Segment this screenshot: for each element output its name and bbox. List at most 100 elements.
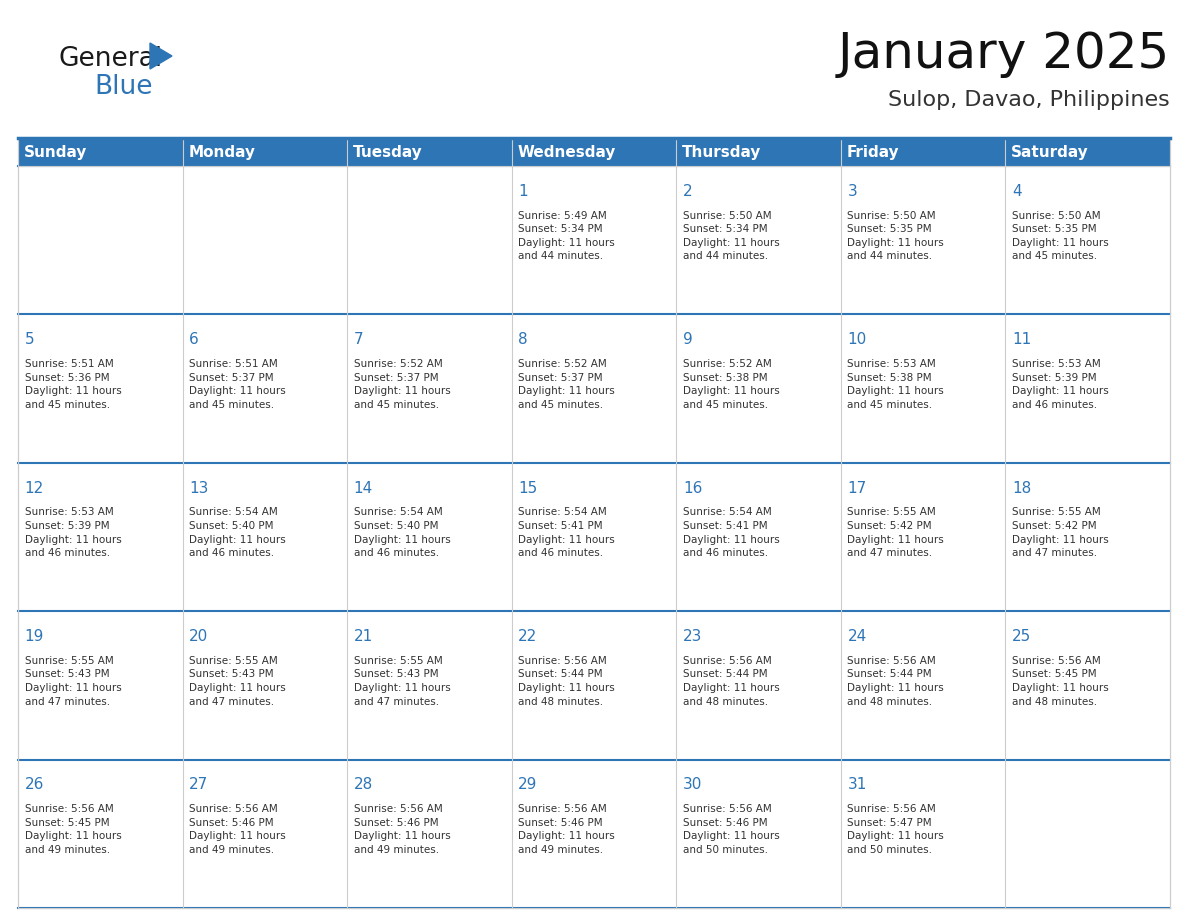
Bar — [512, 166, 676, 314]
Text: Sunrise: 5:49 AM
Sunset: 5:34 PM
Daylight: 11 hours
and 44 minutes.: Sunrise: 5:49 AM Sunset: 5:34 PM Dayligh… — [518, 210, 615, 262]
Bar — [1005, 611, 1170, 759]
Text: Tuesday: Tuesday — [353, 144, 423, 160]
Text: 7: 7 — [354, 332, 364, 347]
Bar — [676, 166, 841, 314]
Text: 20: 20 — [189, 629, 208, 644]
Text: Sunrise: 5:56 AM
Sunset: 5:46 PM
Daylight: 11 hours
and 49 minutes.: Sunrise: 5:56 AM Sunset: 5:46 PM Dayligh… — [354, 804, 450, 855]
Text: 10: 10 — [847, 332, 867, 347]
Text: 8: 8 — [518, 332, 527, 347]
Text: Sunrise: 5:56 AM
Sunset: 5:46 PM
Daylight: 11 hours
and 49 minutes.: Sunrise: 5:56 AM Sunset: 5:46 PM Dayligh… — [189, 804, 286, 855]
Bar — [676, 463, 841, 611]
Text: Wednesday: Wednesday — [518, 144, 615, 160]
Bar — [347, 463, 512, 611]
Text: Sunrise: 5:50 AM
Sunset: 5:35 PM
Daylight: 11 hours
and 44 minutes.: Sunrise: 5:50 AM Sunset: 5:35 PM Dayligh… — [847, 210, 944, 262]
Bar — [347, 611, 512, 759]
Text: 5: 5 — [25, 332, 34, 347]
Bar — [676, 314, 841, 463]
Bar — [18, 611, 183, 759]
Text: Sunrise: 5:53 AM
Sunset: 5:39 PM
Daylight: 11 hours
and 46 minutes.: Sunrise: 5:53 AM Sunset: 5:39 PM Dayligh… — [25, 508, 121, 558]
Bar — [512, 314, 676, 463]
Text: Sunrise: 5:56 AM
Sunset: 5:45 PM
Daylight: 11 hours
and 49 minutes.: Sunrise: 5:56 AM Sunset: 5:45 PM Dayligh… — [25, 804, 121, 855]
Text: Blue: Blue — [94, 74, 152, 100]
Text: Sunrise: 5:51 AM
Sunset: 5:37 PM
Daylight: 11 hours
and 45 minutes.: Sunrise: 5:51 AM Sunset: 5:37 PM Dayligh… — [189, 359, 286, 409]
Text: Sunrise: 5:56 AM
Sunset: 5:46 PM
Daylight: 11 hours
and 50 minutes.: Sunrise: 5:56 AM Sunset: 5:46 PM Dayligh… — [683, 804, 779, 855]
Polygon shape — [150, 43, 172, 69]
Bar — [18, 314, 183, 463]
Bar — [347, 759, 512, 908]
Text: Sulop, Davao, Philippines: Sulop, Davao, Philippines — [889, 90, 1170, 110]
Bar — [512, 759, 676, 908]
Text: Sunrise: 5:55 AM
Sunset: 5:42 PM
Daylight: 11 hours
and 47 minutes.: Sunrise: 5:55 AM Sunset: 5:42 PM Dayligh… — [1012, 508, 1108, 558]
Text: Sunrise: 5:50 AM
Sunset: 5:34 PM
Daylight: 11 hours
and 44 minutes.: Sunrise: 5:50 AM Sunset: 5:34 PM Dayligh… — [683, 210, 779, 262]
Bar — [18, 138, 1170, 166]
Text: 13: 13 — [189, 481, 209, 496]
Text: 6: 6 — [189, 332, 198, 347]
Text: 30: 30 — [683, 778, 702, 792]
Text: General: General — [58, 46, 162, 72]
Text: 26: 26 — [25, 778, 44, 792]
Text: Sunrise: 5:55 AM
Sunset: 5:43 PM
Daylight: 11 hours
and 47 minutes.: Sunrise: 5:55 AM Sunset: 5:43 PM Dayligh… — [189, 655, 286, 707]
Text: 16: 16 — [683, 481, 702, 496]
Bar — [1005, 314, 1170, 463]
Text: 15: 15 — [518, 481, 537, 496]
Text: 22: 22 — [518, 629, 537, 644]
Text: Thursday: Thursday — [682, 144, 762, 160]
Bar — [183, 166, 347, 314]
Bar — [1005, 759, 1170, 908]
Bar — [841, 759, 1005, 908]
Bar — [676, 759, 841, 908]
Text: 23: 23 — [683, 629, 702, 644]
Bar — [183, 759, 347, 908]
Text: Sunrise: 5:52 AM
Sunset: 5:37 PM
Daylight: 11 hours
and 45 minutes.: Sunrise: 5:52 AM Sunset: 5:37 PM Dayligh… — [354, 359, 450, 409]
Bar — [1005, 463, 1170, 611]
Text: Sunrise: 5:56 AM
Sunset: 5:44 PM
Daylight: 11 hours
and 48 minutes.: Sunrise: 5:56 AM Sunset: 5:44 PM Dayligh… — [847, 655, 944, 707]
Text: Sunrise: 5:51 AM
Sunset: 5:36 PM
Daylight: 11 hours
and 45 minutes.: Sunrise: 5:51 AM Sunset: 5:36 PM Dayligh… — [25, 359, 121, 409]
Text: Sunrise: 5:54 AM
Sunset: 5:41 PM
Daylight: 11 hours
and 46 minutes.: Sunrise: 5:54 AM Sunset: 5:41 PM Dayligh… — [683, 508, 779, 558]
Bar — [1005, 166, 1170, 314]
Bar — [841, 611, 1005, 759]
Bar — [841, 463, 1005, 611]
Bar — [512, 463, 676, 611]
Bar — [347, 166, 512, 314]
Text: 28: 28 — [354, 778, 373, 792]
Text: Sunday: Sunday — [24, 144, 87, 160]
Bar — [676, 611, 841, 759]
Text: Monday: Monday — [189, 144, 255, 160]
Text: Sunrise: 5:56 AM
Sunset: 5:45 PM
Daylight: 11 hours
and 48 minutes.: Sunrise: 5:56 AM Sunset: 5:45 PM Dayligh… — [1012, 655, 1108, 707]
Text: Sunrise: 5:50 AM
Sunset: 5:35 PM
Daylight: 11 hours
and 45 minutes.: Sunrise: 5:50 AM Sunset: 5:35 PM Dayligh… — [1012, 210, 1108, 262]
Text: January 2025: January 2025 — [838, 30, 1170, 78]
Text: 27: 27 — [189, 778, 208, 792]
Bar — [512, 611, 676, 759]
Text: Sunrise: 5:55 AM
Sunset: 5:43 PM
Daylight: 11 hours
and 47 minutes.: Sunrise: 5:55 AM Sunset: 5:43 PM Dayligh… — [25, 655, 121, 707]
Text: 4: 4 — [1012, 184, 1022, 199]
Text: 14: 14 — [354, 481, 373, 496]
Text: 3: 3 — [847, 184, 858, 199]
Text: 19: 19 — [25, 629, 44, 644]
Text: Sunrise: 5:55 AM
Sunset: 5:42 PM
Daylight: 11 hours
and 47 minutes.: Sunrise: 5:55 AM Sunset: 5:42 PM Dayligh… — [847, 508, 944, 558]
Text: 9: 9 — [683, 332, 693, 347]
Text: 29: 29 — [518, 778, 538, 792]
Text: 2: 2 — [683, 184, 693, 199]
Text: Sunrise: 5:52 AM
Sunset: 5:38 PM
Daylight: 11 hours
and 45 minutes.: Sunrise: 5:52 AM Sunset: 5:38 PM Dayligh… — [683, 359, 779, 409]
Bar — [183, 611, 347, 759]
Text: Sunrise: 5:54 AM
Sunset: 5:41 PM
Daylight: 11 hours
and 46 minutes.: Sunrise: 5:54 AM Sunset: 5:41 PM Dayligh… — [518, 508, 615, 558]
Text: 21: 21 — [354, 629, 373, 644]
Text: Sunrise: 5:54 AM
Sunset: 5:40 PM
Daylight: 11 hours
and 46 minutes.: Sunrise: 5:54 AM Sunset: 5:40 PM Dayligh… — [354, 508, 450, 558]
Bar — [841, 166, 1005, 314]
Text: 24: 24 — [847, 629, 867, 644]
Bar — [18, 759, 183, 908]
Text: Sunrise: 5:53 AM
Sunset: 5:39 PM
Daylight: 11 hours
and 46 minutes.: Sunrise: 5:53 AM Sunset: 5:39 PM Dayligh… — [1012, 359, 1108, 409]
Text: Sunrise: 5:56 AM
Sunset: 5:46 PM
Daylight: 11 hours
and 49 minutes.: Sunrise: 5:56 AM Sunset: 5:46 PM Dayligh… — [518, 804, 615, 855]
Bar — [183, 463, 347, 611]
Bar — [18, 463, 183, 611]
Text: Saturday: Saturday — [1011, 144, 1089, 160]
Text: Sunrise: 5:54 AM
Sunset: 5:40 PM
Daylight: 11 hours
and 46 minutes.: Sunrise: 5:54 AM Sunset: 5:40 PM Dayligh… — [189, 508, 286, 558]
Bar — [18, 166, 183, 314]
Bar — [183, 314, 347, 463]
Text: 12: 12 — [25, 481, 44, 496]
Text: Sunrise: 5:53 AM
Sunset: 5:38 PM
Daylight: 11 hours
and 45 minutes.: Sunrise: 5:53 AM Sunset: 5:38 PM Dayligh… — [847, 359, 944, 409]
Text: 18: 18 — [1012, 481, 1031, 496]
Bar — [347, 314, 512, 463]
Text: Sunrise: 5:56 AM
Sunset: 5:44 PM
Daylight: 11 hours
and 48 minutes.: Sunrise: 5:56 AM Sunset: 5:44 PM Dayligh… — [683, 655, 779, 707]
Text: Friday: Friday — [847, 144, 899, 160]
